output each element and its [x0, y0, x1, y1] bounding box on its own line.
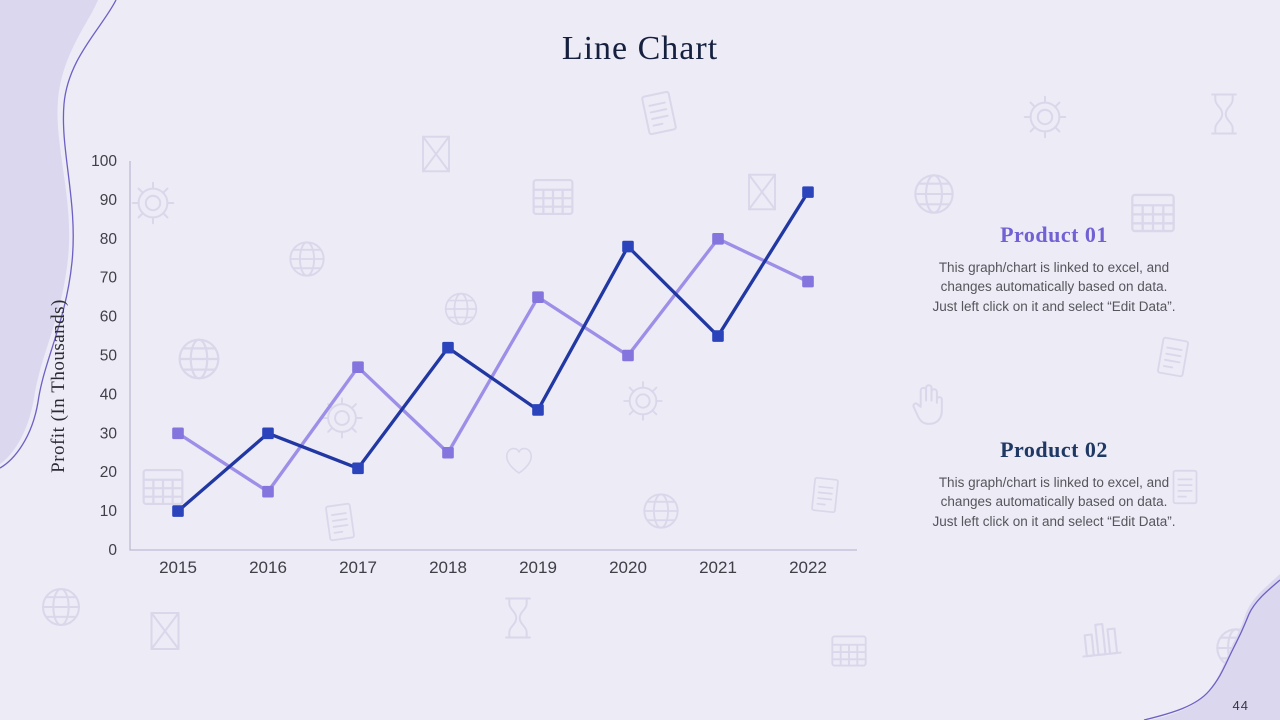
y-axis-tick-label: 0: [108, 542, 117, 559]
product-01-heading: Product 01: [1000, 222, 1108, 247]
data-point-marker: [532, 291, 544, 303]
line-chart[interactable]: 0 10 20 30 40 50 60 70 80 90 100 2015 2016 2017 2018 20…: [0, 130, 880, 600]
x-axis-tick-label: 2019: [519, 558, 557, 577]
data-point-marker: [352, 361, 364, 373]
x-axis-tick-label: 2016: [249, 558, 287, 577]
data-point-marker: [802, 275, 814, 288]
product-01-description: This graph/chart is linked to excel, and…: [932, 260, 1176, 314]
corner-swoosh-top-left: [0, 0, 117, 469]
barchart-icon: [1069, 605, 1131, 667]
product-02-info: Product 02 This graph/chart is linked to…: [896, 437, 1212, 531]
hourglass-icon: [1198, 88, 1250, 140]
data-point-marker: [442, 446, 454, 459]
chart-plot: 0 10 20 30 40 50 60 70 80 90 100 2015 2016 2017 2018 20…: [48, 153, 857, 577]
x-axis-tick-label: 2021: [699, 558, 737, 577]
page-number: 44: [1232, 698, 1249, 713]
data-point-marker: [712, 233, 724, 245]
product-02-heading: Product 02: [1000, 437, 1108, 462]
data-point-marker: [712, 330, 724, 342]
series-line-product-01: [176, 237, 810, 494]
y-axis-label: Profit (In Thousands): [48, 299, 69, 473]
y-axis-tick-label: 80: [100, 231, 118, 248]
y-axis-tick-label: 30: [100, 425, 118, 442]
data-point-marker: [532, 404, 544, 416]
calculator-icon: [824, 626, 874, 676]
data-point-marker: [352, 462, 364, 475]
x-axis-tick-label: 2015: [159, 558, 197, 577]
data-point-marker: [262, 485, 274, 498]
globe-icon: [906, 166, 962, 222]
data-point-marker: [262, 427, 274, 440]
y-axis-tick-label: 10: [100, 503, 118, 520]
series-line-product-02: [176, 190, 810, 513]
data-point-marker: [172, 427, 184, 440]
slide-title: Line Chart: [561, 30, 719, 67]
x-axis-tick-label: 2018: [429, 558, 467, 577]
corner-swoosh-bottom-right: [1143, 574, 1280, 720]
frame-icon: [138, 604, 192, 658]
data-point-marker: [622, 240, 634, 253]
product-01-info: Product 01 This graph/chart is linked to…: [896, 222, 1212, 316]
chart-axes: [129, 161, 857, 551]
document-icon: [1144, 328, 1202, 386]
y-axis-tick-label: 100: [91, 153, 117, 170]
hand-icon: [900, 378, 954, 432]
y-axis-tick-label: 50: [100, 348, 118, 365]
gear-icon: [1018, 90, 1072, 144]
x-axis-tick-label: 2017: [339, 558, 377, 577]
y-axis-tick-label: 60: [100, 309, 118, 326]
x-axis-tick-label: 2020: [609, 558, 647, 577]
y-axis-tick-label: 20: [100, 464, 118, 481]
y-axis-tick-label: 70: [100, 270, 118, 287]
y-axis-tick-label: 40: [100, 386, 118, 403]
data-point-marker: [442, 341, 454, 354]
data-point-marker: [172, 505, 184, 517]
data-point-marker: [802, 186, 814, 198]
product-02-description: This graph/chart is linked to excel, and…: [932, 475, 1176, 529]
x-axis-tick-label: 2022: [789, 558, 827, 577]
data-point-marker: [622, 349, 634, 362]
y-axis-tick-label: 90: [100, 192, 118, 209]
